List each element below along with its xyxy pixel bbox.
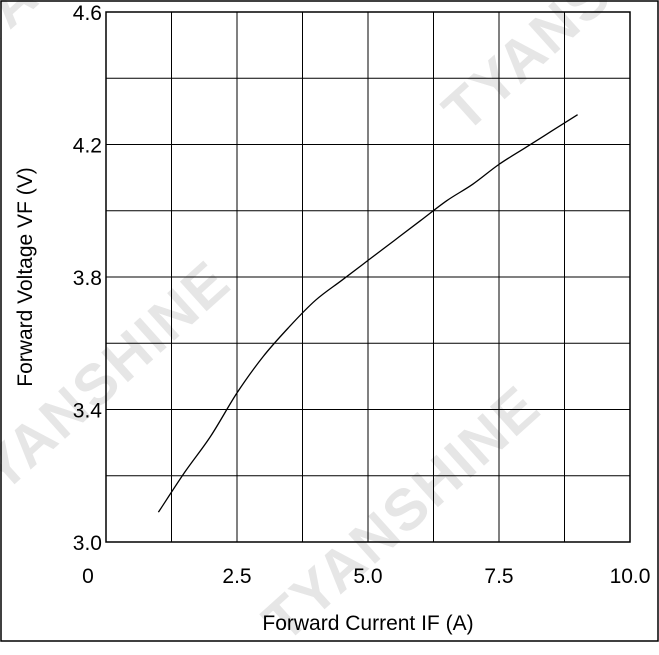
y-tick-labels: 3.0 3.4 3.8 4.2 4.6: [73, 2, 103, 555]
x-tick-labels: 0 2.5 5.0 7.5 10.0: [82, 565, 650, 588]
y-tick-label: 4.6: [73, 2, 102, 25]
y-axis-label: Forward Voltage VF (V): [14, 167, 37, 386]
x-tick-label: 10.0: [610, 565, 651, 588]
y-tick-label: 3.8: [73, 267, 102, 290]
x-tick-label: 5.0: [353, 565, 382, 588]
plot-frame: [105, 11, 631, 543]
y-tick-label: 3.4: [73, 400, 103, 423]
y-tick-label: 3.0: [73, 532, 102, 555]
grid: [106, 12, 630, 542]
y-tick-label: 4.2: [73, 135, 102, 158]
x-tick-label: 0: [82, 565, 94, 588]
series-line: [157, 114, 578, 513]
x-axis-label: Forward Current IF (A): [262, 612, 473, 635]
x-tick-label: 7.5: [484, 565, 513, 588]
x-tick-label: 2.5: [222, 565, 251, 588]
